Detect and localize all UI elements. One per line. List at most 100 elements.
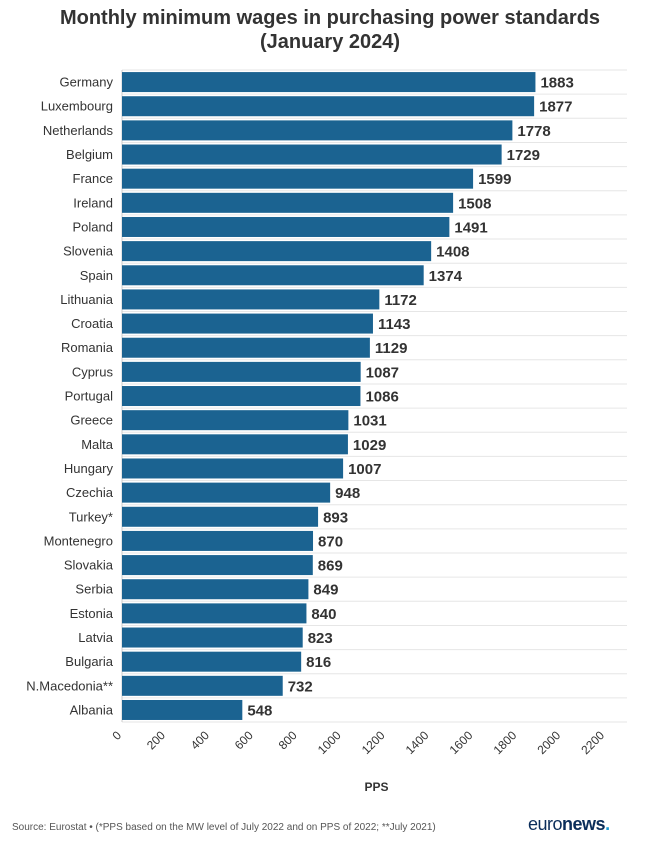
bar [122, 530, 314, 551]
bar [122, 675, 283, 696]
euronews-logo: euronews. [528, 814, 610, 835]
category-label: Serbia [75, 582, 113, 597]
logo-part-news: news [562, 814, 606, 834]
x-tick-label: 1200 [359, 728, 388, 757]
bar [122, 434, 348, 455]
bar [122, 555, 313, 576]
x-tick-label: 2000 [534, 728, 563, 757]
category-label: Montenegro [44, 533, 113, 548]
data-label: 1599 [478, 171, 511, 188]
bar [122, 627, 303, 648]
x-tick-label: 1400 [403, 728, 432, 757]
data-label: 870 [318, 533, 343, 550]
data-label: 840 [311, 606, 336, 623]
category-label: Ireland [73, 195, 113, 210]
category-label: Albania [70, 702, 114, 717]
bar [122, 651, 302, 672]
data-label: 849 [313, 582, 338, 599]
category-label: Cyprus [72, 364, 114, 379]
bar [122, 337, 370, 358]
data-label: 823 [308, 630, 333, 647]
data-label: 1172 [384, 292, 417, 309]
data-label: 948 [335, 485, 360, 502]
bar [122, 579, 309, 600]
bar [122, 603, 307, 624]
bar [122, 96, 535, 117]
data-label: 732 [288, 678, 313, 695]
category-label: Czechia [66, 485, 114, 500]
category-label: Turkey* [69, 509, 113, 524]
data-label: 1877 [539, 99, 572, 116]
data-label: 1729 [507, 147, 540, 164]
data-label: 1029 [353, 437, 386, 454]
bar [122, 72, 536, 93]
data-label: 893 [323, 509, 348, 526]
bar [122, 289, 380, 310]
category-label: Greece [70, 413, 113, 428]
bar [122, 386, 361, 407]
bar [122, 144, 502, 165]
data-label: 1374 [429, 268, 463, 285]
x-tick-label: 0 [109, 728, 124, 743]
x-tick-label: 600 [232, 728, 256, 752]
bar [122, 482, 331, 503]
bar [122, 361, 361, 382]
category-label: Netherlands [43, 123, 114, 138]
category-label: Poland [73, 219, 113, 234]
bar [122, 458, 344, 479]
bar [122, 265, 424, 286]
x-tick-label: 400 [188, 728, 212, 752]
category-label: France [73, 171, 113, 186]
category-label: Portugal [65, 389, 114, 404]
category-label: Malta [81, 437, 114, 452]
data-label: 1883 [540, 75, 573, 92]
data-label: 1129 [375, 340, 408, 357]
x-tick-label: 2200 [578, 728, 607, 757]
title-line-2: (January 2024) [259, 31, 401, 53]
data-label: 1007 [348, 461, 381, 478]
source-note: Source: Eurostat • (*PPS based on the MW… [12, 822, 436, 833]
category-label: Latvia [78, 630, 113, 645]
category-label: Lithuania [60, 292, 114, 307]
data-label: 548 [247, 702, 272, 719]
bar [122, 410, 349, 431]
data-label: 1408 [436, 244, 469, 261]
data-label: 1508 [458, 195, 491, 212]
category-label: Estonia [70, 606, 114, 621]
x-tick-label: 1600 [447, 728, 476, 757]
bar [122, 241, 432, 262]
x-tick-label: 200 [144, 728, 168, 752]
category-label: Spain [80, 268, 113, 283]
category-label: Luxembourg [41, 99, 113, 114]
category-label: Belgium [66, 147, 113, 162]
category-label: Croatia [71, 316, 114, 331]
data-label: 1031 [353, 413, 386, 430]
x-tick-label: 1000 [315, 728, 344, 757]
bar [122, 168, 474, 189]
data-label: 1778 [517, 123, 550, 140]
bar [122, 120, 513, 141]
x-tick-label: 800 [276, 728, 300, 752]
category-label: Germany [60, 75, 114, 90]
bar [122, 313, 373, 334]
logo-part-euro: euro [528, 814, 563, 834]
category-label: Bulgaria [65, 654, 113, 669]
data-label: 1086 [365, 389, 398, 406]
category-label: Romania [61, 340, 114, 355]
category-label: Slovakia [64, 558, 114, 573]
data-label: 816 [306, 654, 331, 671]
logo-dot: . [605, 814, 610, 834]
bar [122, 506, 319, 527]
bar [122, 192, 454, 213]
title-line-1: Monthly minimum wages in purchasing powe… [59, 7, 601, 29]
data-label: 1143 [378, 316, 411, 333]
bar [122, 216, 450, 237]
category-label: Slovenia [63, 244, 114, 259]
data-label: 869 [318, 558, 343, 575]
bar [122, 699, 243, 720]
data-label: 1491 [454, 219, 487, 236]
category-label: N.Macedonia** [26, 678, 113, 693]
chart-title: Monthly minimum wages in purchasing powe… [0, 6, 660, 54]
